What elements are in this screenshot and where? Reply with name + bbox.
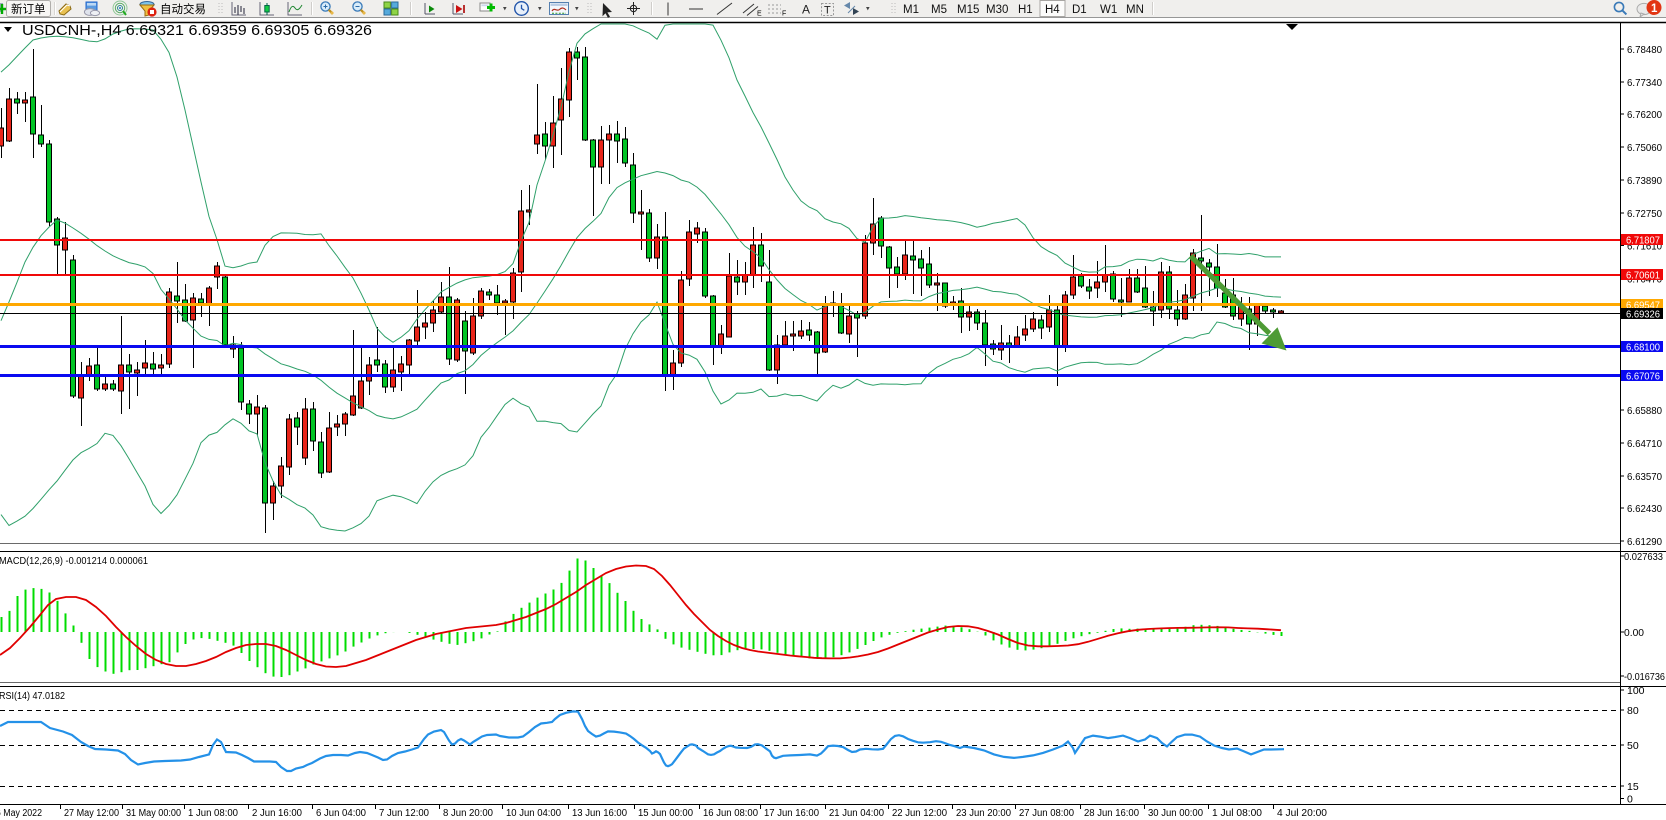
svg-text:6.69326: 6.69326 <box>1626 309 1660 321</box>
svg-text:10 Jun 04:00: 10 Jun 04:00 <box>506 808 561 819</box>
svg-text:6.78480: 6.78480 <box>1627 44 1662 56</box>
svg-text:4 Jul 20:00: 4 Jul 20:00 <box>1277 808 1327 819</box>
svg-text:0.00: 0.00 <box>1624 627 1644 639</box>
svg-text:28 Jun 16:00: 28 Jun 16:00 <box>1084 808 1139 819</box>
svg-text:27 Jun 08:00: 27 Jun 08:00 <box>1019 808 1074 819</box>
svg-text:MACD(12,26,9) -0.001214 0.0000: MACD(12,26,9) -0.001214 0.000061 <box>0 555 148 567</box>
svg-text:6.67076: 6.67076 <box>1626 371 1660 383</box>
svg-text:17 Jun 16:00: 17 Jun 16:00 <box>764 808 819 819</box>
svg-text:15 Jun 00:00: 15 Jun 00:00 <box>638 808 693 819</box>
svg-text:26 May 2022: 26 May 2022 <box>0 808 42 819</box>
svg-text:30 Jun 00:00: 30 Jun 00:00 <box>1148 808 1203 819</box>
svg-text:M5: M5 <box>931 4 947 16</box>
svg-text:1 Jun 08:00: 1 Jun 08:00 <box>188 808 238 819</box>
svg-text:23 Jun 20:00: 23 Jun 20:00 <box>956 808 1011 819</box>
svg-text:T: T <box>824 5 831 17</box>
svg-text:F: F <box>782 11 786 18</box>
svg-text:100: 100 <box>1627 685 1645 697</box>
svg-text:6.61290: 6.61290 <box>1627 536 1662 548</box>
svg-text:自动交易: 自动交易 <box>160 2 206 16</box>
svg-text:6.68100: 6.68100 <box>1626 342 1660 354</box>
svg-text:新订单: 新订单 <box>11 2 46 16</box>
svg-text:RSI(14) 47.0182: RSI(14) 47.0182 <box>0 690 65 702</box>
svg-text:6.72750: 6.72750 <box>1627 208 1662 220</box>
svg-text:M30: M30 <box>986 4 1008 16</box>
svg-text:8 Jun 20:00: 8 Jun 20:00 <box>443 808 493 819</box>
svg-text:6.65880: 6.65880 <box>1627 405 1662 417</box>
svg-text:D1: D1 <box>1072 4 1087 16</box>
svg-text:16 Jun 08:00: 16 Jun 08:00 <box>703 808 758 819</box>
svg-text:13 Jun 16:00: 13 Jun 16:00 <box>572 808 627 819</box>
svg-text:80: 80 <box>1627 705 1639 717</box>
svg-text:1: 1 <box>1651 3 1658 15</box>
svg-text:31 May 00:00: 31 May 00:00 <box>126 808 181 819</box>
svg-text:M15: M15 <box>957 4 979 16</box>
svg-text:6 Jun 04:00: 6 Jun 04:00 <box>316 808 366 819</box>
svg-text:15: 15 <box>1627 781 1639 793</box>
svg-text:6.75060: 6.75060 <box>1627 142 1662 154</box>
svg-text:6.70601: 6.70601 <box>1626 270 1660 282</box>
svg-text:H4: H4 <box>1045 4 1060 16</box>
svg-text:MN: MN <box>1126 4 1144 16</box>
svg-text:6.64710: 6.64710 <box>1627 438 1662 450</box>
svg-text:6.71807: 6.71807 <box>1626 235 1660 247</box>
svg-text:USDCNH-,H4 6.69321 6.69359 6.: USDCNH-,H4 6.69321 6.69359 6.69305 6.693… <box>22 22 372 39</box>
svg-text:7 Jun 12:00: 7 Jun 12:00 <box>379 808 429 819</box>
svg-text:50: 50 <box>1627 740 1639 752</box>
svg-text:M1: M1 <box>903 4 919 16</box>
svg-text:H1: H1 <box>1018 4 1033 16</box>
svg-text:22 Jun 12:00: 22 Jun 12:00 <box>892 808 947 819</box>
svg-text:21 Jun 04:00: 21 Jun 04:00 <box>829 808 884 819</box>
svg-text:6.62430: 6.62430 <box>1627 503 1662 515</box>
svg-text:E: E <box>757 11 762 18</box>
svg-text:2 Jun 16:00: 2 Jun 16:00 <box>252 808 302 819</box>
svg-text:6.77340: 6.77340 <box>1627 77 1662 89</box>
svg-text:0: 0 <box>1627 794 1633 806</box>
svg-text:6.63570: 6.63570 <box>1627 471 1662 483</box>
svg-text:0.027633: 0.027633 <box>1624 551 1663 563</box>
svg-text:-0.016736: -0.016736 <box>1624 671 1665 683</box>
svg-text:W1: W1 <box>1100 4 1117 16</box>
svg-text:A: A <box>802 3 810 17</box>
svg-text:6.73890: 6.73890 <box>1627 175 1662 187</box>
svg-text:1 Jul 08:00: 1 Jul 08:00 <box>1212 808 1262 819</box>
svg-text:27 May 12:00: 27 May 12:00 <box>64 808 119 819</box>
svg-text:6.76200: 6.76200 <box>1627 109 1662 121</box>
